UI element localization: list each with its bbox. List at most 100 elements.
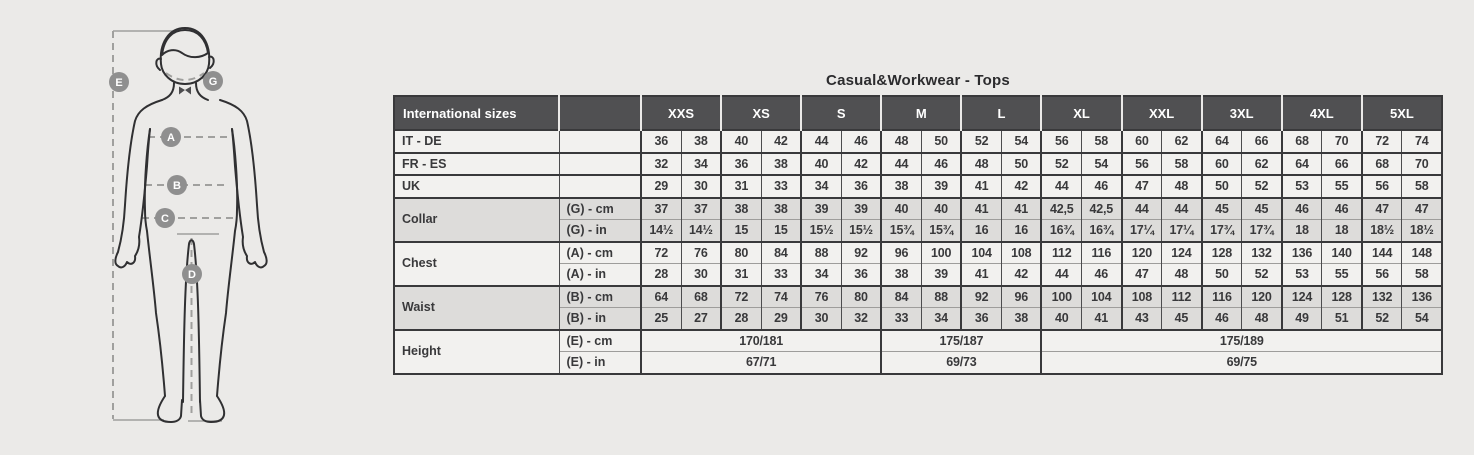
size-cell: 41 bbox=[960, 196, 1002, 220]
size-cell: 48 bbox=[1241, 307, 1282, 330]
size-cell: 39 bbox=[920, 263, 962, 286]
size-cell: 33 bbox=[760, 263, 802, 286]
size-cell: 41 bbox=[1000, 196, 1042, 220]
size-cell: 55 bbox=[1321, 174, 1362, 198]
size-cell: 46 bbox=[1280, 196, 1322, 220]
left-arm-outline bbox=[114, 99, 163, 269]
size-cell: 80 bbox=[840, 284, 882, 308]
badge-circle-d bbox=[182, 264, 202, 284]
hair-line bbox=[161, 29, 209, 59]
size-cell: 28 bbox=[720, 307, 762, 330]
size-cell: 148 bbox=[1401, 240, 1442, 264]
size-cell: 120 bbox=[1120, 240, 1162, 264]
neck-left-line bbox=[161, 82, 175, 101]
right-ear bbox=[208, 55, 215, 69]
size-cell: 28 bbox=[639, 263, 682, 286]
size-cell: 15¾ bbox=[920, 219, 962, 242]
size-cell: 38 bbox=[760, 151, 802, 175]
size-cell: 88 bbox=[920, 284, 962, 308]
row-sub-label bbox=[558, 129, 641, 153]
size-cell: 55 bbox=[1321, 263, 1362, 286]
marker-badge-d: D bbox=[182, 264, 202, 284]
size-cell: 104 bbox=[960, 240, 1002, 264]
size-cell: 31 bbox=[720, 174, 762, 198]
size-cell: 33 bbox=[880, 307, 922, 330]
size-cell: 76 bbox=[800, 284, 842, 308]
size-column-header: S bbox=[800, 96, 882, 130]
inner-legs-outline bbox=[182, 239, 201, 403]
row-label: IT - DE bbox=[394, 129, 559, 153]
row-label: Chest bbox=[394, 240, 559, 286]
size-cell: 36 bbox=[840, 263, 882, 286]
size-cell: 25 bbox=[639, 307, 682, 330]
size-cell: 18½ bbox=[1401, 219, 1442, 242]
marker-badge-g: G bbox=[203, 71, 223, 91]
size-cell: 56 bbox=[1360, 263, 1402, 286]
size-cell: 18½ bbox=[1360, 219, 1402, 242]
size-cell: 53 bbox=[1280, 263, 1322, 286]
size-cell: 120 bbox=[1241, 284, 1282, 308]
size-cell: 84 bbox=[880, 284, 922, 308]
size-cell: 37 bbox=[639, 196, 682, 220]
size-cell: 58 bbox=[1081, 129, 1122, 153]
badge-letter-g: G bbox=[209, 76, 218, 88]
right-arm-outline bbox=[219, 99, 268, 269]
size-cell: 16 bbox=[1000, 219, 1042, 242]
size-cell: 40 bbox=[1040, 307, 1082, 330]
size-cell: 124 bbox=[1161, 240, 1202, 264]
size-cell: 68 bbox=[1280, 129, 1322, 153]
right-foot-outline bbox=[199, 395, 226, 423]
size-cell: 38 bbox=[760, 196, 802, 220]
table-row: IT - DE 36 38 40 42 44 46 48 50 52 54 56 58 60 62 64 66 6… bbox=[394, 129, 1442, 153]
marker-badge-e: E bbox=[109, 72, 129, 92]
size-cell: 132 bbox=[1360, 284, 1402, 308]
row-sub-label: (G) - cm bbox=[558, 196, 641, 220]
size-cell: 48 bbox=[1161, 263, 1202, 286]
row-label: FR - ES bbox=[394, 151, 559, 175]
size-cell: 58 bbox=[1401, 174, 1442, 198]
size-cell: 112 bbox=[1040, 240, 1082, 264]
size-cell: 14½ bbox=[639, 219, 682, 242]
size-column-header: XXL bbox=[1120, 96, 1202, 130]
size-cell: 56 bbox=[1040, 129, 1082, 153]
row-sub-label: (E) - cm bbox=[558, 328, 641, 352]
size-column-header: XXS bbox=[639, 96, 722, 130]
size-cell: 15 bbox=[720, 219, 762, 242]
badge-letter-b: B bbox=[173, 180, 181, 192]
size-cell: 18 bbox=[1280, 219, 1322, 242]
size-table: International sizes XXS XS S M L XL XXL 3XL 4XL 5… bbox=[393, 95, 1443, 375]
size-cell: 144 bbox=[1360, 240, 1402, 264]
size-cell: 64 bbox=[1280, 151, 1322, 175]
size-cell: 34 bbox=[680, 151, 722, 175]
table-row: (B) - in 25 27 28 29 30 32 33 34 36 38 40 41 43 45 46 48… bbox=[394, 307, 1442, 330]
badge-circle-a bbox=[161, 127, 181, 147]
height-span-cell: 67/71 bbox=[639, 351, 882, 374]
size-cell: 38 bbox=[720, 196, 762, 220]
size-cell: 46 bbox=[920, 151, 962, 175]
bow-mark bbox=[179, 86, 191, 95]
size-cell: 42,5 bbox=[1081, 196, 1122, 220]
size-cell: 54 bbox=[1401, 307, 1442, 330]
table-row: (G) - in 14½ 14½ 15 15 15½ 15½ 15¾ 15¾ 16 16 16¾ 16¾… bbox=[394, 219, 1442, 242]
size-cell: 68 bbox=[680, 284, 722, 308]
size-cell: 60 bbox=[1120, 129, 1162, 153]
size-cell: 17¼ bbox=[1120, 219, 1162, 242]
size-cell: 15 bbox=[760, 219, 802, 242]
size-cell: 33 bbox=[760, 174, 802, 198]
height-span-cell: 175/187 bbox=[880, 328, 1042, 352]
size-cell: 50 bbox=[920, 129, 962, 153]
size-cell: 100 bbox=[1040, 284, 1082, 308]
table-row: UK 29 30 31 33 34 36 38 39 41 42 44 46 47 48 50 52 53 55 56… bbox=[394, 174, 1442, 198]
size-cell: 41 bbox=[960, 263, 1002, 286]
size-cell: 136 bbox=[1280, 240, 1322, 264]
badge-letter-a: A bbox=[167, 132, 175, 144]
size-cell: 42 bbox=[1000, 174, 1042, 198]
size-cell: 50 bbox=[1200, 263, 1242, 286]
row-sub-label: (B) - cm bbox=[558, 284, 641, 308]
size-cell: 43 bbox=[1120, 307, 1162, 330]
size-cell: 72 bbox=[639, 240, 682, 264]
size-column-header: 5XL bbox=[1360, 96, 1442, 130]
height-span-cell: 170/181 bbox=[639, 328, 882, 352]
size-cell: 46 bbox=[1321, 196, 1362, 220]
size-cell: 52 bbox=[1241, 263, 1282, 286]
